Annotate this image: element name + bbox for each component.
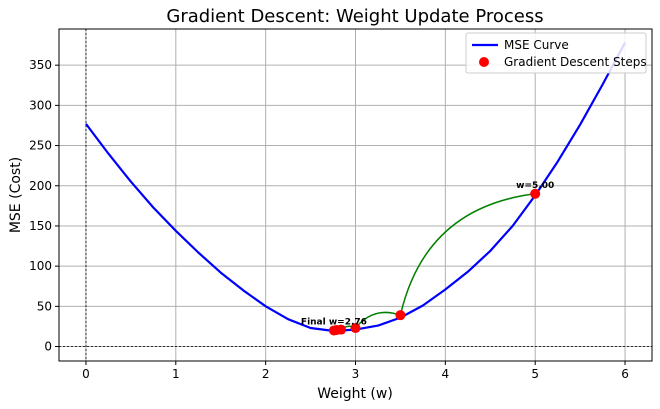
- step-arrows: [333, 193, 536, 332]
- legend-dot-swatch: [479, 57, 489, 67]
- x-tick-label: 1: [172, 367, 180, 381]
- gradient-step-arrow: [399, 193, 536, 316]
- annotations: w=5.00 Final w=2.76: [301, 181, 554, 328]
- legend: MSE Curve Gradient Descent Steps: [465, 32, 647, 74]
- axis-ticks: 0 1 2 3 4 5 6 0 50 100 150 200 250 300 350: [29, 58, 629, 381]
- y-tick-label: 50: [37, 299, 52, 313]
- x-tick-label: 4: [442, 367, 450, 381]
- y-axis-label: MSE (Cost): [8, 157, 24, 233]
- grid-lines: [59, 29, 652, 361]
- x-tick-label: 0: [82, 367, 90, 381]
- gradient-step-point: [530, 188, 541, 199]
- legend-entry-gd-steps: Gradient Descent Steps: [504, 55, 647, 69]
- legend-box: [465, 32, 647, 74]
- y-tick-label: 300: [29, 98, 52, 112]
- x-tick-label: 2: [262, 367, 270, 381]
- series-layer: [85, 42, 626, 336]
- step-annotation: w=5.00: [516, 181, 554, 191]
- x-tick-label: 6: [621, 367, 629, 381]
- gradient-step-point: [395, 310, 406, 321]
- reference-lines: [59, 29, 652, 361]
- x-tick-label: 5: [531, 367, 539, 381]
- y-tick-label: 250: [29, 139, 52, 153]
- y-tick-label: 200: [29, 179, 52, 193]
- y-tick-label: 0: [44, 340, 52, 354]
- legend-entry-mse-curve: MSE Curve: [504, 38, 569, 52]
- x-tick-label: 3: [352, 367, 360, 381]
- y-tick-label: 100: [29, 259, 52, 273]
- step-annotation: Final w=2.76: [301, 317, 367, 327]
- chart-title: Gradient Descent: Weight Update Process: [166, 6, 543, 27]
- y-tick-label: 350: [29, 58, 52, 72]
- gradient-step-point: [328, 325, 339, 336]
- x-axis-label: Weight (w): [317, 386, 393, 402]
- y-tick-label: 150: [29, 219, 52, 233]
- gradient-step-point: [350, 323, 361, 334]
